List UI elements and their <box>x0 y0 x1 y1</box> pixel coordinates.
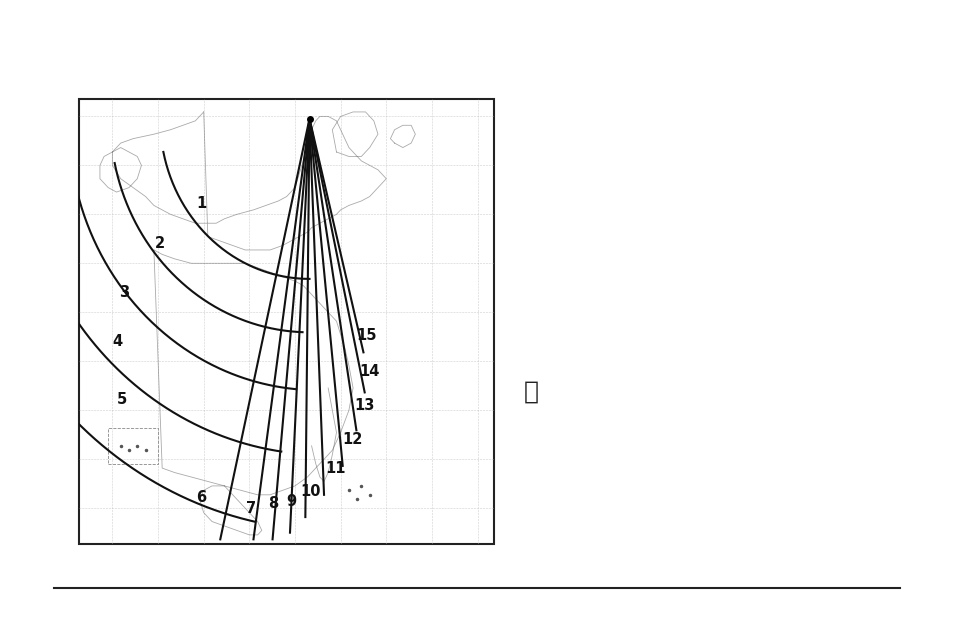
Text: 10: 10 <box>300 484 320 499</box>
Text: 7: 7 <box>246 501 256 516</box>
Text: 1: 1 <box>196 196 207 211</box>
Text: 14: 14 <box>359 364 379 378</box>
Text: 9: 9 <box>286 494 295 509</box>
Bar <box>79 99 494 544</box>
Text: 2: 2 <box>155 236 165 251</box>
Text: 12: 12 <box>342 432 362 446</box>
Bar <box>108 428 158 464</box>
Text: 13: 13 <box>355 398 375 413</box>
Text: ⏻: ⏻ <box>523 379 538 403</box>
Text: 11: 11 <box>325 462 345 476</box>
Text: 3: 3 <box>119 285 129 300</box>
Text: 4: 4 <box>112 334 123 349</box>
Text: 5: 5 <box>116 392 127 406</box>
Text: 15: 15 <box>355 328 376 343</box>
Text: 6: 6 <box>196 490 207 504</box>
Text: 8: 8 <box>268 496 278 511</box>
